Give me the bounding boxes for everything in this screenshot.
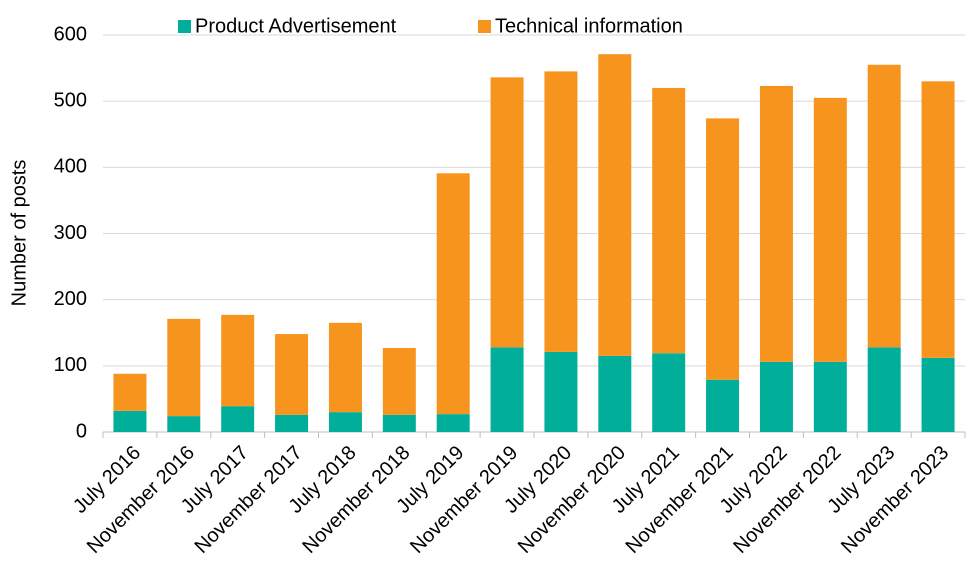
bar-segment bbox=[382, 414, 416, 432]
bar-segment bbox=[706, 379, 740, 432]
bar-segment bbox=[275, 334, 309, 415]
bar-segment bbox=[813, 361, 847, 432]
bar-segment bbox=[598, 355, 632, 432]
bar-segment bbox=[867, 347, 901, 432]
bar-segment bbox=[490, 77, 524, 348]
legend-label: Technical information bbox=[495, 15, 683, 37]
legend-swatch bbox=[478, 20, 491, 33]
bar-segment bbox=[436, 173, 470, 415]
bar-segment bbox=[598, 54, 632, 356]
y-tick-label: 100 bbox=[54, 354, 87, 376]
bar-segment bbox=[867, 64, 901, 348]
bar-segment bbox=[113, 373, 147, 411]
bar-segment bbox=[167, 318, 201, 417]
y-tick-label: 500 bbox=[54, 89, 87, 111]
legend-swatch bbox=[178, 20, 191, 33]
bar-segment bbox=[113, 410, 147, 432]
bar-segment bbox=[652, 353, 686, 432]
bar-segment bbox=[490, 347, 524, 432]
bar-segment bbox=[759, 85, 793, 362]
bar-segment bbox=[221, 406, 255, 432]
bar-segment bbox=[436, 414, 470, 432]
y-tick-label: 400 bbox=[54, 156, 87, 178]
bar-segment bbox=[221, 314, 255, 407]
bar-segment bbox=[544, 71, 578, 352]
bar-segment bbox=[275, 414, 309, 432]
y-tick-label: 0 bbox=[76, 420, 87, 442]
bar-segment bbox=[382, 347, 416, 415]
bar-segment bbox=[706, 118, 740, 380]
y-tick-label: 300 bbox=[54, 222, 87, 244]
bar-segment bbox=[328, 322, 362, 413]
y-axis-label: Number of posts bbox=[8, 160, 30, 307]
bar-segment bbox=[652, 87, 686, 354]
bar-segment bbox=[813, 97, 847, 362]
legend-label: Product Advertisement bbox=[195, 15, 397, 37]
bar-segment bbox=[759, 361, 793, 432]
bar-segment bbox=[328, 412, 362, 432]
bar-segment bbox=[167, 416, 201, 432]
bar-segment bbox=[921, 357, 955, 432]
y-tick-label: 600 bbox=[54, 23, 87, 45]
bar-segment bbox=[544, 351, 578, 432]
y-tick-label: 200 bbox=[54, 288, 87, 310]
bar-segment bbox=[921, 81, 955, 358]
